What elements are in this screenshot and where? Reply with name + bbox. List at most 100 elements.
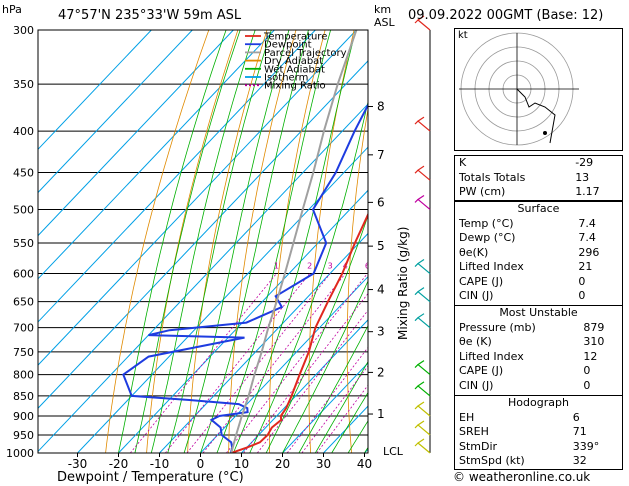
km-tick-label: 6	[377, 195, 385, 209]
surface-heading: Surface	[517, 202, 560, 215]
km-tick-label: 4	[377, 283, 385, 297]
pressure-tick-label: 650	[13, 296, 34, 309]
temp-tick-label: -30	[68, 457, 88, 471]
plot-area: 1 2 3 4 6 8 10 16 20 25	[38, 30, 443, 453]
dry-adiabat-line	[420, 30, 441, 453]
wind-barb-icon	[414, 438, 431, 454]
isotherm-line	[241, 319, 368, 453]
mixing-ratio-value: 8	[381, 262, 386, 271]
surface-label: Dewp (°C)	[459, 231, 516, 244]
index-row-k: K -29	[455, 156, 622, 171]
asl-unit-label: ASL	[374, 16, 395, 29]
isotherm-line	[200, 275, 368, 453]
index-label: K	[459, 156, 467, 169]
isotherm-line	[38, 30, 152, 151]
hodograph-label: SREH	[459, 425, 489, 438]
km-unit-label: km	[374, 3, 392, 16]
parcel-trajectory-profile	[230, 30, 358, 453]
wind-barb-icon	[414, 420, 431, 436]
wind-barb-icon	[414, 381, 431, 397]
mixing-ratio-line	[286, 346, 368, 453]
pressure-tick-label: 800	[13, 369, 34, 382]
wet-adiabat-line	[298, 324, 368, 453]
surface-value: 0	[578, 289, 586, 302]
pressure-tick-label: 700	[13, 322, 34, 335]
mixing-ratio-value: 20	[433, 262, 443, 271]
date-title: 09.09.2022 00GMT (Base: 12)	[408, 8, 604, 23]
isotherm-line	[38, 30, 234, 237]
index-row-pw: PW (cm) 1.17	[455, 185, 622, 200]
wet-adiabat-line	[314, 360, 368, 453]
surface-label: CAPE (J)	[459, 274, 504, 288]
km-tick-label: 3	[377, 325, 385, 339]
wind-barb-icon	[414, 401, 431, 417]
hodograph-indices-panel: Hodograph EH 6 SREH 71 StmDir 339° StmSpd (…	[454, 395, 623, 470]
temp-tick-label: 0	[197, 457, 205, 471]
wet-adiabat-line	[167, 30, 272, 453]
temp-tick-label: 10	[234, 457, 249, 471]
wet-adiabat-line	[183, 30, 290, 453]
isotherm-line	[38, 30, 316, 323]
mixing-ratio-line	[243, 292, 368, 453]
mixing-ratio-value: 3	[328, 262, 333, 271]
plot-frame	[37, 29, 369, 454]
index-value: -29	[575, 156, 594, 169]
mixing-ratio-axis-label: Mixing Ratio (g/kg)	[396, 226, 410, 340]
surface-panel: Surface Temp (°C) 7.4 Dewp (°C) 7.4 θe(K) 2…	[454, 201, 623, 306]
surface-label: CIN (J)	[459, 289, 494, 302]
temp-tick-label: -10	[150, 457, 170, 471]
unstable-value: 310	[583, 335, 605, 348]
indices-table: K -29 Totals Totals 13 PW (cm) 1.17	[455, 156, 622, 200]
dry-adiabat-line	[346, 106, 368, 453]
isotherm-line	[159, 232, 368, 453]
pressure-tick-label: 500	[13, 203, 34, 216]
mixing-ratio-line	[256, 309, 368, 453]
legend-label: Parcel Trajectory	[264, 48, 347, 59]
wet-adiabat-line	[249, 100, 368, 453]
pressure-tick-label: 1000	[6, 447, 34, 460]
index-value: 1.17	[575, 185, 600, 198]
unstable-label: θe (K)	[459, 335, 492, 348]
pressure-tick-label: 850	[13, 390, 34, 403]
km-tick-label: 8	[377, 100, 385, 114]
wind-barb-icon	[414, 165, 431, 181]
legend-label: Dry Adiabat	[264, 56, 323, 67]
hodograph-trace	[516, 88, 556, 144]
mixing-ratio-line	[316, 384, 368, 453]
wind-barb-icon	[414, 15, 431, 31]
mixing-ratio-line	[301, 365, 368, 453]
pressure-tick-label: 450	[13, 166, 34, 179]
isotherm-line	[77, 146, 368, 453]
pressure-tick-label: 400	[13, 125, 34, 138]
index-label: Totals Totals	[459, 170, 526, 184]
pressure-tick-label: 600	[13, 268, 34, 281]
wet-adiabat-line	[265, 214, 368, 453]
pressure-tick-label: 950	[13, 429, 34, 442]
isotherm-line	[282, 362, 368, 453]
wet-adiabat-line	[232, 30, 357, 453]
km-tick-label: 2	[377, 365, 385, 379]
wet-adiabat-line	[216, 30, 331, 453]
unstable-label: CAPE (J)	[459, 364, 504, 377]
hodograph-value: 32	[572, 454, 587, 467]
surface-value: 7.4	[578, 216, 596, 230]
most-unstable-table: Most Unstable Pressure (mb) 879 θe (K) 310…	[455, 306, 622, 393]
dry-adiabat-line	[228, 30, 297, 453]
temp-tick-label: 30	[316, 457, 331, 471]
wind-barb-icon	[414, 287, 431, 303]
km-tick-label: 1	[377, 407, 385, 421]
isotherm-line	[38, 30, 275, 280]
wet-adiabat-line	[150, 30, 256, 453]
temp-tick-label: -20	[109, 457, 129, 471]
wet-adiabat-line	[118, 30, 227, 453]
legend-label: Dewpoint	[264, 40, 312, 51]
index-row-tt: Totals Totals 13	[455, 171, 622, 186]
hodograph-table: Hodograph EH 6 SREH 71 StmDir 339° StmSpd (…	[455, 396, 622, 469]
unstable-value: 0	[583, 364, 591, 377]
wet-adiabat-line	[282, 280, 368, 453]
km-tick-label: 7	[377, 148, 385, 162]
pressure-tick-label: 900	[13, 410, 34, 423]
hodograph-plot	[459, 32, 579, 146]
unstable-label: Pressure (mb)	[459, 320, 536, 334]
